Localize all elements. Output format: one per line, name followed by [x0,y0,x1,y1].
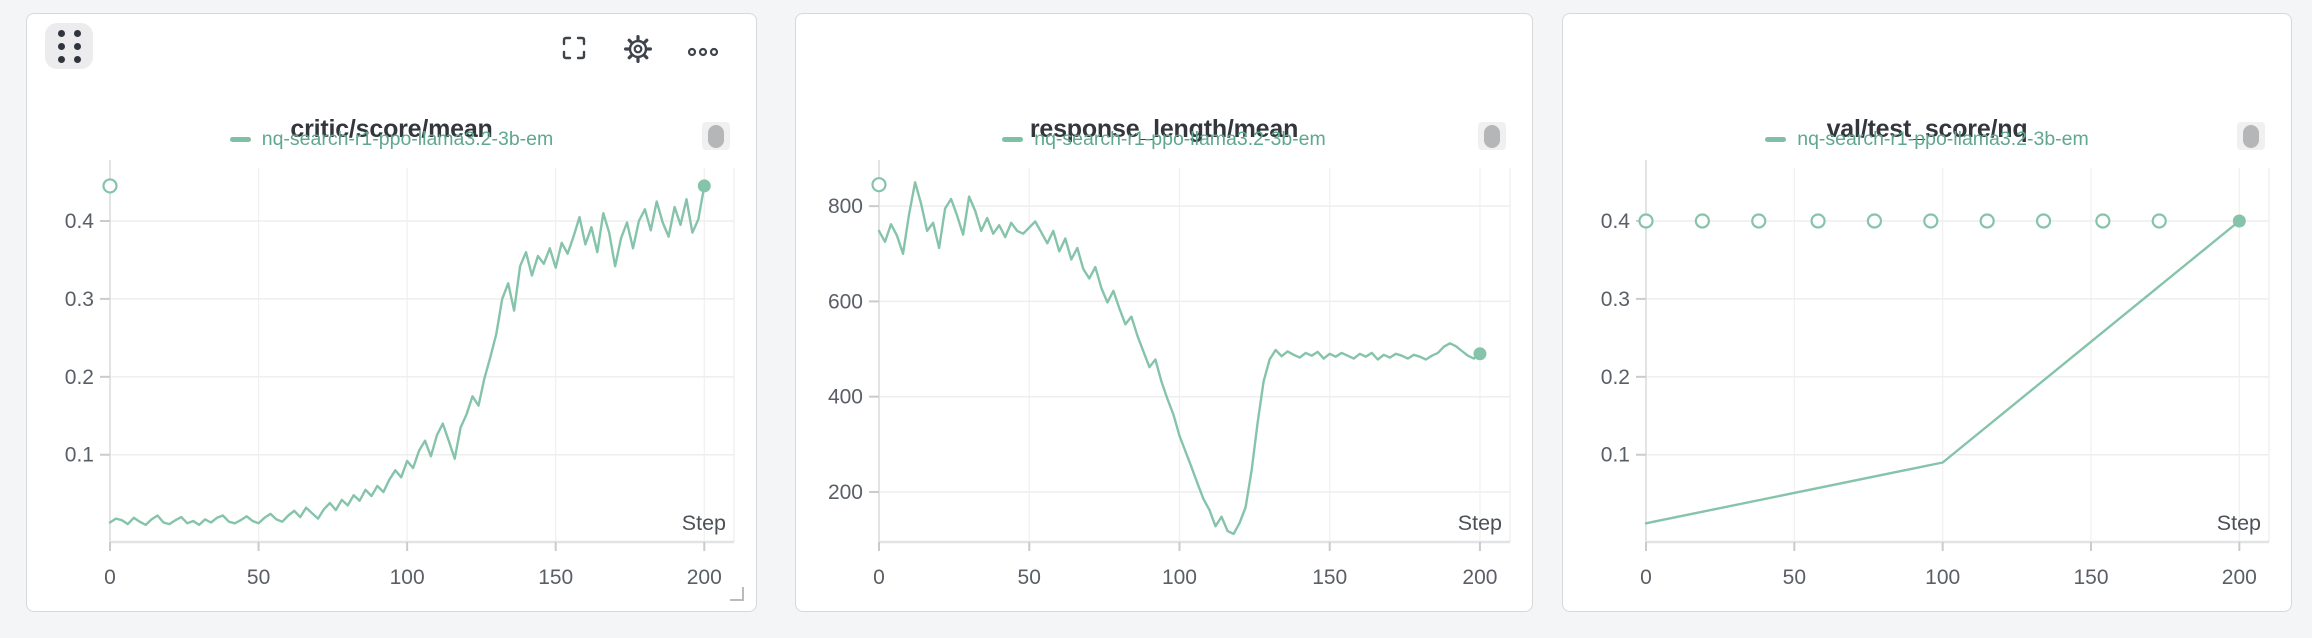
scrollbar-thumb-icon [2243,124,2259,148]
panel-val-test-score-nq[interactable]: val/test_score/nq nq-search-r1-ppo-llama… [1562,13,2292,612]
legend-scrollbar[interactable] [702,122,730,150]
svg-text:150: 150 [538,566,573,589]
expand-icon [562,36,586,60]
svg-text:0.3: 0.3 [1601,288,1630,311]
svg-text:Step: Step [2217,511,2261,535]
svg-text:50: 50 [1783,566,1806,589]
overflow-menu-button[interactable] [687,38,719,68]
scrollbar-thumb-icon [1484,124,1500,148]
svg-text:0.3: 0.3 [65,288,94,311]
svg-text:0.1: 0.1 [65,444,94,467]
svg-text:0: 0 [873,566,885,589]
line-chart-critic-score-mean[interactable]: 0 50 100 150 200 0.1 0.2 0.3 0.4 Step [27,150,756,602]
legend-run-swatch [1765,136,1787,142]
drag-handle[interactable] [45,23,93,69]
svg-text:800: 800 [828,195,863,218]
svg-text:200: 200 [2222,566,2257,589]
svg-text:50: 50 [1018,566,1041,589]
legend-run-swatch [229,136,251,142]
legend-run-swatch [1002,136,1024,142]
svg-text:100: 100 [1925,566,1960,589]
svg-text:0.4: 0.4 [1601,210,1631,233]
svg-text:50: 50 [247,566,270,589]
svg-text:200: 200 [828,481,863,504]
panel-resize-handle[interactable] [730,587,744,601]
svg-text:150: 150 [2073,566,2108,589]
svg-text:Step: Step [682,511,726,535]
legend-scrollbar[interactable] [2237,122,2265,150]
gear-icon [623,34,652,63]
svg-text:200: 200 [687,566,722,589]
svg-text:0: 0 [1640,566,1652,589]
line-chart-response-length-mean[interactable]: 0 50 100 150 200 200 400 600 800 Step [796,150,1532,602]
svg-text:600: 600 [828,290,863,313]
chart-title: critic/score/mean [290,115,493,143]
legend-run-label[interactable]: nq-search-r1-ppo-llama3.2-3b-em [1797,127,2089,150]
chart-title: response_length/mean [1029,115,1299,143]
legend: nq-search-r1-ppo-llama3.2-3b-em [27,124,756,154]
legend: nq-search-r1-ppo-llama3.2-3b-em [1563,124,2291,154]
legend-run-label[interactable]: nq-search-r1-ppo-llama3.2-3b-em [1034,127,1326,150]
svg-text:0: 0 [104,566,116,589]
svg-text:0.4: 0.4 [65,210,95,233]
svg-text:Step: Step [1458,511,1502,535]
svg-text:100: 100 [390,566,425,589]
line-chart-val-test-score-nq[interactable]: 0 50 100 150 200 0.1 0.2 0.3 0.4 Step [1563,150,2291,602]
settings-button[interactable] [623,34,653,64]
svg-text:200: 200 [1462,566,1497,589]
svg-text:400: 400 [828,386,863,409]
ellipsis-icon [687,47,719,56]
legend-scrollbar[interactable] [1478,122,1506,150]
panel-response-length-mean[interactable]: response_length/mean nq-search-r1-ppo-ll… [795,13,1533,612]
svg-text:150: 150 [1312,566,1347,589]
svg-text:100: 100 [1162,566,1197,589]
legend-run-label[interactable]: nq-search-r1-ppo-llama3.2-3b-em [261,127,554,150]
legend: nq-search-r1-ppo-llama3.2-3b-em [796,124,1532,154]
svg-text:0.2: 0.2 [65,366,94,389]
fullscreen-button[interactable] [559,34,589,64]
scrollbar-thumb-icon [708,124,724,148]
grip-dots-icon [57,29,81,63]
svg-text:0.2: 0.2 [1601,366,1630,389]
svg-text:0.1: 0.1 [1601,444,1630,467]
chart-title: val/test_score/nq [1826,115,2028,143]
panel-critic-score-mean[interactable]: critic/score/mean nq-search-r1-ppo-llama… [26,13,757,612]
